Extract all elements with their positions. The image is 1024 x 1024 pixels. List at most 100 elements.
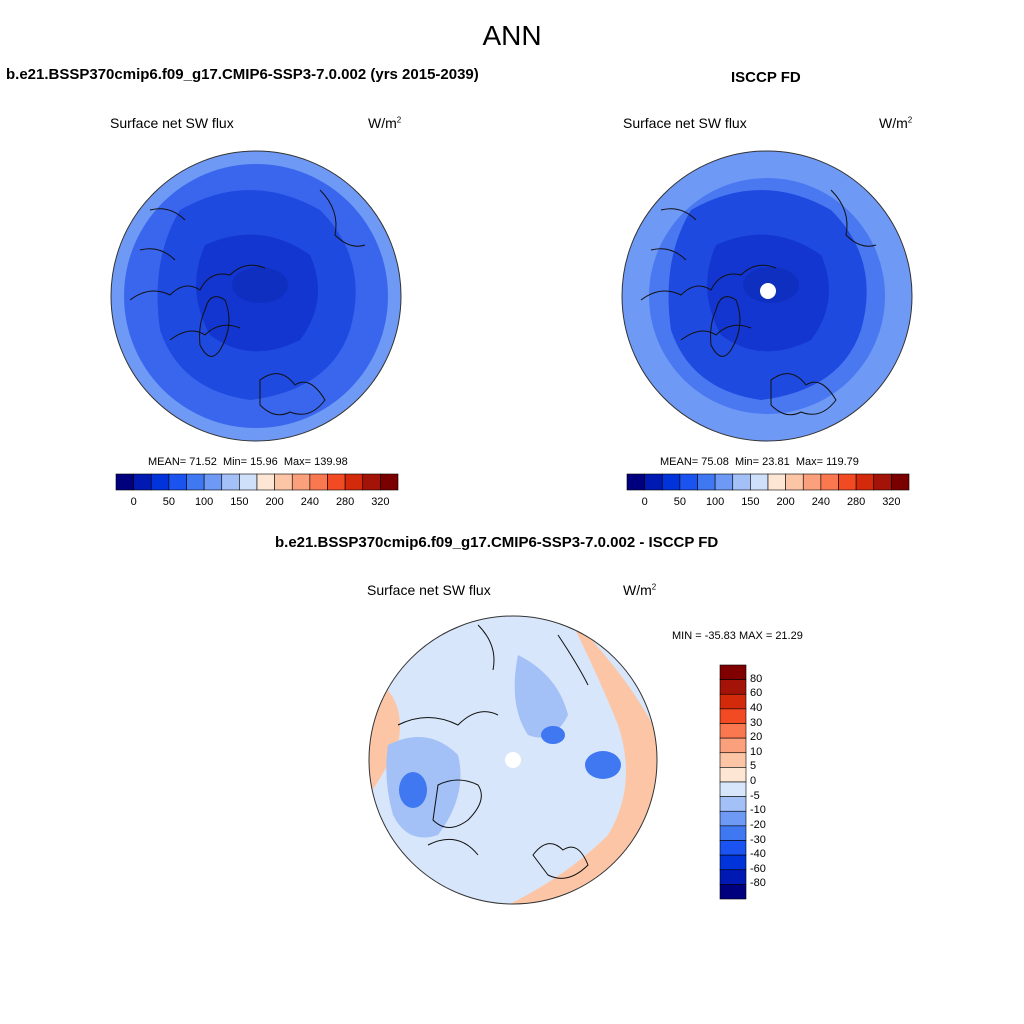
map-field — [622, 151, 912, 441]
colorbar-swatch — [719, 737, 747, 754]
colorbar-swatch — [891, 473, 910, 491]
coastline — [650, 208, 697, 261]
panel-1-polar-map — [110, 150, 402, 442]
colorbar-swatch — [719, 664, 747, 680]
map-border — [368, 615, 658, 905]
panel-1-heading: b.e21.BSSP370cmip6.f09_g17.CMIP6-SSP3-7.… — [6, 66, 479, 83]
figure-title: ANN — [482, 20, 542, 51]
panel-3-variable: Surface net SW flux — [367, 582, 491, 598]
panel-3-polar-map — [368, 615, 658, 905]
field-region-cold — [541, 726, 565, 744]
colorbar-swatch — [274, 473, 293, 491]
colorbar-tick-label: -20 — [750, 818, 766, 831]
colorbar-tick-label: 150 — [230, 496, 249, 508]
panel-3-units: W/m2 — [623, 582, 657, 598]
colorbar-swatch — [697, 473, 716, 491]
colorbar-tick-label: 60 — [750, 687, 763, 700]
coastline — [477, 624, 589, 686]
colorbar-swatch — [115, 473, 134, 491]
colorbar-swatch — [719, 884, 747, 900]
colorbar-swatch — [309, 473, 328, 491]
colorbar-tick-label: -30 — [750, 833, 766, 846]
panel-2-colorbar — [626, 473, 910, 491]
colorbar-swatch — [838, 473, 857, 491]
panel-3-heading: b.e21.BSSP370cmip6.f09_g17.CMIP6-SSP3-7.… — [275, 534, 719, 551]
colorbar-swatch — [644, 473, 663, 491]
colorbar-tick-label: 100 — [194, 496, 214, 508]
coastline — [710, 296, 741, 357]
colorbar-swatch — [719, 767, 747, 783]
coastline — [259, 373, 326, 416]
colorbar-tick-label: 0 — [130, 496, 137, 508]
panel-1-units: W/m2 — [368, 115, 402, 131]
colorbar-swatch — [785, 473, 804, 491]
colorbar-swatch — [626, 473, 645, 491]
field-region-cool — [514, 655, 568, 738]
colorbar-swatch — [221, 473, 240, 491]
colorbar-swatch — [168, 473, 187, 491]
colorbar-swatch — [719, 825, 747, 841]
colorbar-tick-label: 50 — [162, 496, 175, 508]
colorbar-tick-label: 320 — [882, 496, 901, 508]
colorbar-tick-label: 0 — [641, 496, 648, 508]
panel-2-stats: MEAN= 75.08 Min= 23.81 Max= 119.79 — [660, 456, 859, 468]
panel-1-stats: MEAN= 71.52 Min= 15.96 Max= 139.98 — [148, 456, 348, 468]
colorbar-swatch — [873, 473, 892, 491]
colorbar-swatch — [719, 796, 747, 812]
field-region-cold — [585, 751, 621, 779]
colorbar-swatch — [362, 473, 381, 491]
colorbar-swatch — [291, 473, 311, 491]
colorbar-swatch — [719, 708, 747, 724]
colorbar-swatch — [750, 473, 769, 491]
panel-1-variable: Surface net SW flux — [110, 115, 234, 131]
colorbar-swatch — [719, 752, 747, 768]
colorbar-swatch — [802, 473, 822, 491]
colorbar-tick-label: 240 — [811, 496, 831, 508]
panel-2-polar-map — [621, 150, 913, 442]
colorbar-swatch — [133, 473, 152, 491]
colorbar-tick-label: -60 — [750, 862, 766, 875]
colorbar-tick-label: 200 — [265, 496, 284, 508]
coastline — [199, 296, 230, 357]
panel-2-units: W/m2 — [879, 115, 913, 131]
colorbar-swatch — [150, 473, 170, 491]
colorbar-swatch — [732, 473, 751, 491]
colorbar-tick-label: -5 — [750, 789, 760, 802]
colorbar-tick-label: 100 — [705, 496, 725, 508]
colorbar-swatch — [719, 781, 747, 797]
colorbar-swatch — [719, 840, 747, 856]
colorbar-tick-label: 150 — [741, 496, 760, 508]
colorbar-swatch — [256, 473, 275, 491]
colorbar-tick-label: 280 — [846, 496, 866, 508]
colorbar-swatch — [719, 679, 747, 695]
colorbar-tick-label: 0 — [750, 775, 757, 787]
colorbar-swatch — [719, 810, 747, 827]
colorbar-tick-label: -80 — [750, 877, 766, 890]
colorbar-tick-label: 280 — [335, 496, 355, 508]
colorbar-swatch — [327, 473, 346, 491]
coastline — [432, 779, 482, 828]
map-field — [111, 151, 401, 441]
colorbar-swatch — [714, 473, 734, 491]
field-region-warm — [508, 616, 657, 904]
missing-data-pole — [505, 752, 521, 768]
colorbar-swatch — [719, 723, 747, 739]
panel-1-colorbar — [115, 473, 399, 491]
map-border — [621, 150, 913, 442]
panel-3-colorbar — [719, 664, 747, 900]
panel-2-variable: Surface net SW flux — [623, 115, 747, 131]
colorbar-tick-label: 200 — [776, 496, 795, 508]
colorbar-swatch — [719, 869, 747, 885]
field-region — [232, 267, 288, 303]
colorbar-swatch — [719, 854, 747, 871]
colorbar-tick-label: 5 — [750, 760, 757, 773]
colorbar-tick-label: 30 — [750, 716, 763, 729]
missing-data-pole — [760, 283, 776, 299]
colorbar-tick-label: 320 — [371, 496, 390, 508]
colorbar-swatch — [855, 473, 875, 491]
colorbar-swatch — [344, 473, 364, 491]
coastline — [397, 711, 499, 856]
colorbar-swatch — [380, 473, 399, 491]
colorbar-tick-label: 20 — [750, 731, 763, 744]
colorbar-tick-label: 50 — [673, 496, 686, 508]
